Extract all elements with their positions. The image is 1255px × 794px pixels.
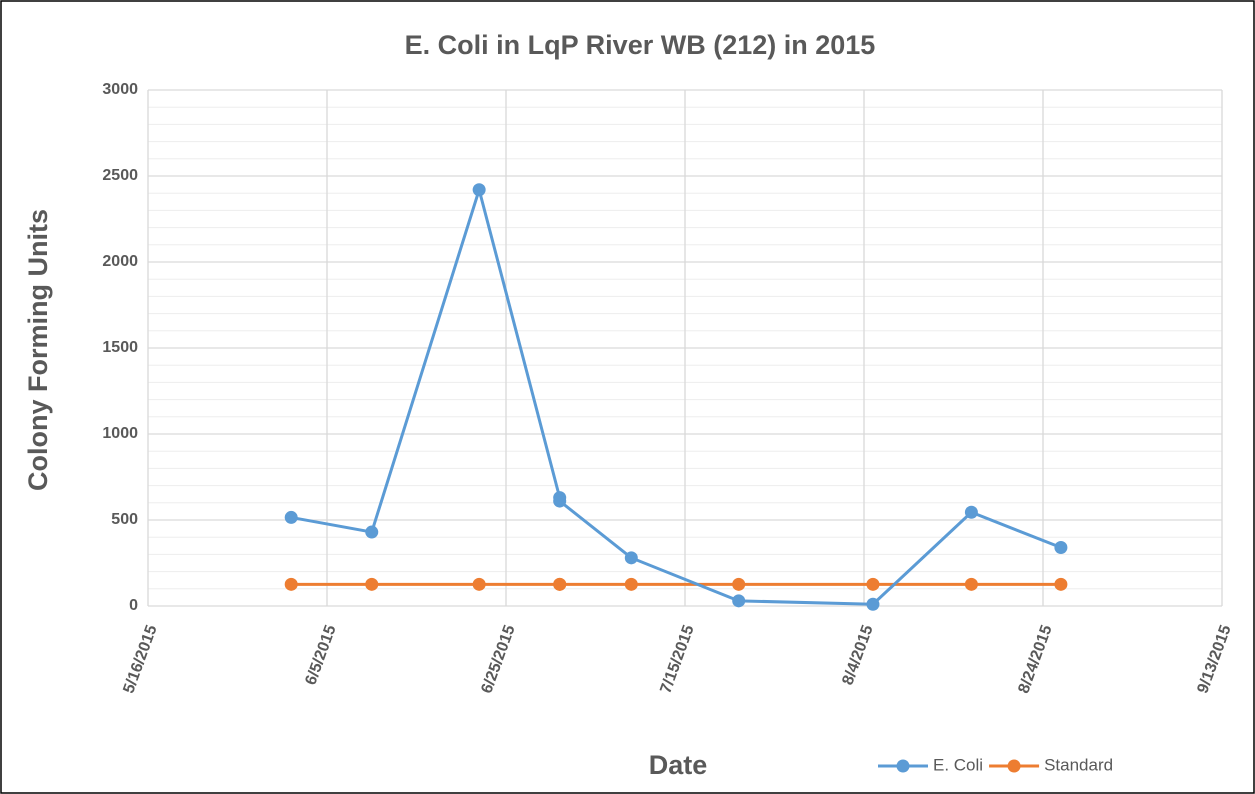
data-point (624, 577, 638, 591)
y-axis-label: Colony Forming Units (23, 209, 53, 491)
legend-label: Standard (1044, 755, 1113, 774)
y-tick-label: 2000 (102, 253, 138, 270)
legend-marker (1007, 759, 1021, 773)
y-tick-label: 3000 (102, 81, 138, 98)
data-point (365, 525, 379, 539)
data-point (1054, 541, 1068, 555)
data-point (472, 577, 486, 591)
data-point (866, 577, 880, 591)
y-tick-label: 1500 (102, 339, 138, 356)
legend-marker (896, 759, 910, 773)
data-point (284, 577, 298, 591)
series-line (290, 184, 1062, 606)
chart-title: E. Coli in LqP River WB (212) in 2015 (405, 30, 876, 60)
y-tick-label: 1000 (102, 425, 138, 442)
y-tick-label: 2500 (102, 167, 138, 184)
data-point (553, 577, 567, 591)
data-point (284, 510, 298, 524)
data-point (732, 594, 746, 608)
data-point (732, 577, 746, 591)
data-point (472, 183, 486, 197)
data-point (1054, 577, 1068, 591)
x-axis-label: Date (649, 750, 708, 780)
data-point (553, 494, 567, 508)
y-tick-label: 0 (129, 597, 138, 614)
data-point (866, 597, 880, 611)
data-point (964, 505, 978, 519)
data-point (365, 577, 379, 591)
data-point (964, 577, 978, 591)
y-tick-label: 500 (111, 511, 138, 528)
legend-label: E. Coli (933, 755, 983, 774)
data-point (624, 551, 638, 565)
